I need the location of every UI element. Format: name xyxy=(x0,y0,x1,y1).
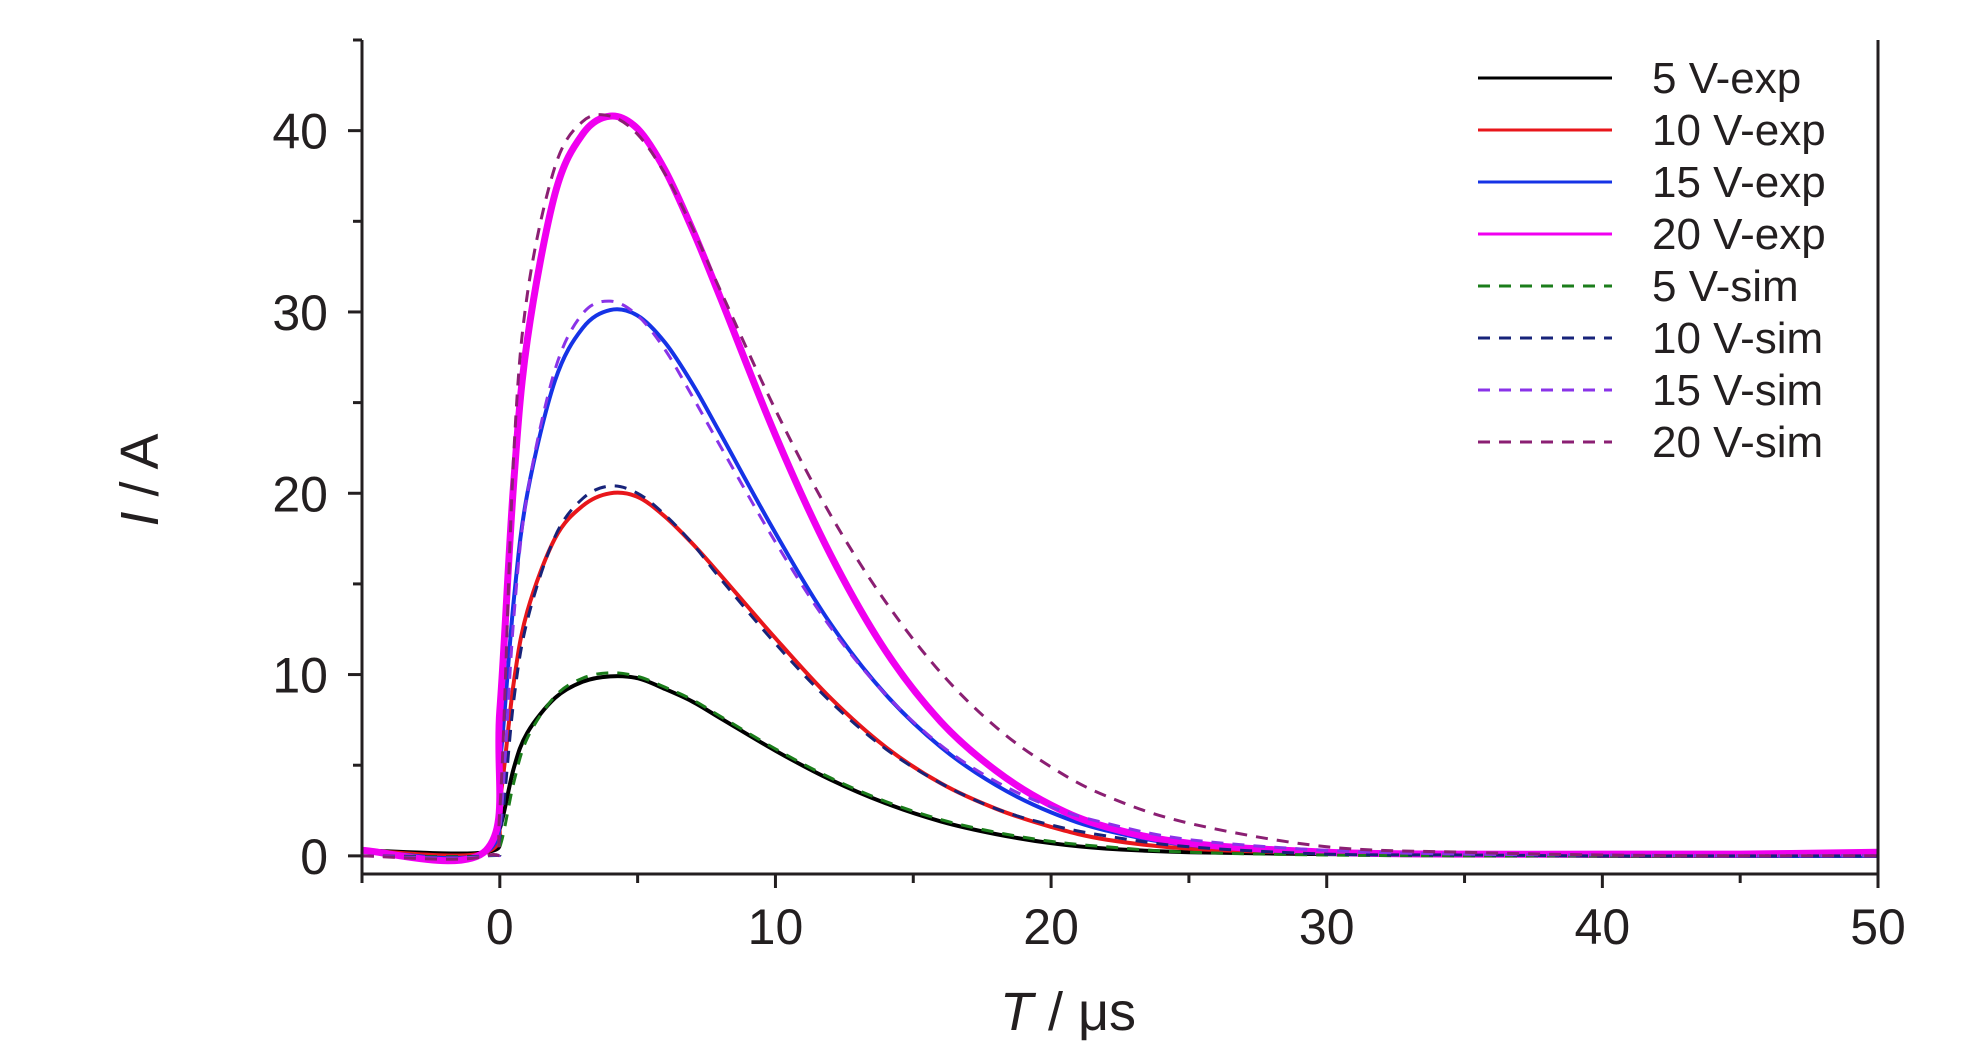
x-tick-label: 10 xyxy=(748,899,804,955)
legend-label-20-v-sim: 20 V-sim xyxy=(1652,418,1823,467)
y-tick-label: 0 xyxy=(300,829,328,885)
x-tick-label: 0 xyxy=(486,899,514,955)
x-tick-label: 30 xyxy=(1299,899,1355,955)
legend-label-10-v-sim: 10 V-sim xyxy=(1652,314,1823,363)
series-line-15-v-sim xyxy=(361,299,1879,860)
x-tick-label: 40 xyxy=(1575,899,1631,955)
y-axis-title: I / A xyxy=(110,433,170,526)
y-axis-title-unit: / A xyxy=(110,433,170,511)
y-tick-label: 10 xyxy=(272,648,328,704)
legend-label-15-v-sim: 15 V-sim xyxy=(1652,366,1823,415)
series-line-20-v-sim xyxy=(361,113,1879,861)
series-line-15-v-exp xyxy=(361,307,1879,861)
legend-label-10-v-exp: 10 V-exp xyxy=(1652,106,1826,155)
legend-label-5-v-sim: 5 V-sim xyxy=(1652,262,1799,311)
x-axis-title: T / μs xyxy=(1000,982,1136,1042)
axes-layer xyxy=(360,40,1880,876)
y-tick-label: 40 xyxy=(272,104,328,160)
x-tick-label: 20 xyxy=(1023,899,1079,955)
ticks-layer: 0 10 20 30 40 50 0 10 20 30 40 xyxy=(272,38,1906,955)
y-tick-label: 30 xyxy=(272,285,328,341)
series-line-5-v-sim xyxy=(361,671,1878,859)
series-line-20-v-exp xyxy=(361,112,1879,865)
x-axis-title-unit: / μs xyxy=(1033,982,1136,1042)
x-axis-title-symbol: T xyxy=(1000,982,1037,1042)
legend-label-20-v-exp: 20 V-exp xyxy=(1652,210,1826,259)
y-axis-title-symbol: I xyxy=(110,512,170,527)
series-layer xyxy=(361,112,1879,865)
legend-label-5-v-exp: 5 V-exp xyxy=(1652,54,1801,103)
legend-label-15-v-exp: 15 V-exp xyxy=(1652,158,1826,207)
x-tick-label: 50 xyxy=(1850,899,1906,955)
y-tick-label: 20 xyxy=(272,466,328,522)
